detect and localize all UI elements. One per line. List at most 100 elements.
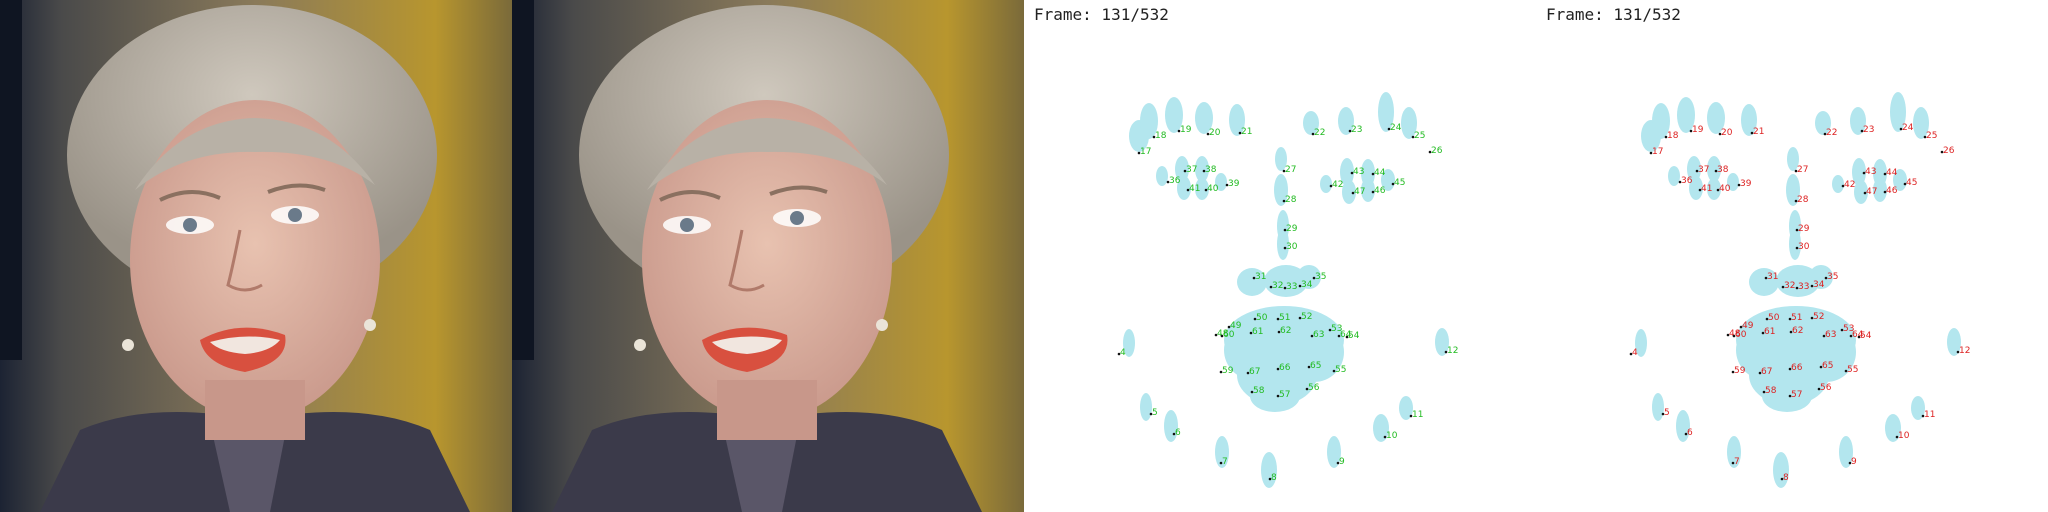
landmark-blob <box>1237 268 1267 296</box>
landmark-blob <box>1652 103 1670 139</box>
landmark-blob <box>1832 175 1844 193</box>
landmark-blob <box>1736 320 1796 380</box>
landmark-label: 51 <box>1791 313 1802 323</box>
landmark-point <box>1714 169 1718 173</box>
landmark-label: 17 <box>1652 147 1663 157</box>
landmark-point <box>1788 394 1792 398</box>
landmark-blob <box>1401 107 1417 139</box>
landmark-label: 46 <box>1886 186 1898 196</box>
landmark-blob <box>1175 156 1189 182</box>
landmark-point <box>1117 352 1121 356</box>
landmark-point <box>1219 370 1223 374</box>
landmark-label: 31 <box>1255 272 1266 282</box>
landmark-label: 48 <box>1729 329 1741 339</box>
landmark-label: 64 <box>1340 330 1352 340</box>
landmark-point <box>1731 370 1735 374</box>
landmark-blob <box>1893 169 1907 191</box>
landmark-blob <box>1727 173 1739 191</box>
landmark-blob <box>1749 268 1779 296</box>
landmark-point <box>1789 330 1793 334</box>
landmark-label: 67 <box>1249 367 1260 377</box>
landmark-blob <box>1873 178 1887 202</box>
landmark-blob <box>1261 452 1277 488</box>
landmark-point <box>1899 127 1903 131</box>
landmark-point <box>1795 286 1799 290</box>
face-photo-reconstructed <box>512 0 1024 512</box>
landmark-point <box>1137 151 1141 155</box>
landmark-point <box>1840 328 1844 332</box>
landmark-point <box>1298 316 1302 320</box>
landmark-point <box>1220 334 1224 338</box>
landmark-point <box>1149 412 1153 416</box>
landmark-blob <box>1913 107 1929 139</box>
landmark-label: 37 <box>1186 165 1197 175</box>
landmark-label: 47 <box>1354 187 1365 197</box>
landmark-point <box>1764 276 1768 280</box>
landmark-point <box>1895 435 1899 439</box>
landmark-blob <box>1787 147 1799 171</box>
landmark-blob <box>1687 156 1701 182</box>
landmark-point <box>1649 151 1653 155</box>
landmark-point <box>1678 180 1682 184</box>
landmark-blob <box>1140 393 1152 421</box>
landmark-point <box>1202 169 1206 173</box>
landmark-label: 66 <box>1279 363 1291 373</box>
landmark-label: 12 <box>1959 346 1970 356</box>
landmark-blob <box>1327 436 1341 468</box>
landmark-point <box>1276 367 1280 371</box>
landmark-label: 28 <box>1797 195 1809 205</box>
landmark-label: 60 <box>1735 330 1747 340</box>
landmark-blob <box>1789 228 1801 260</box>
landmark-point <box>1305 387 1309 391</box>
landmark-label: 43 <box>1865 167 1876 177</box>
landmark-point <box>1758 371 1762 375</box>
landmark-point <box>1684 432 1688 436</box>
landmark-label: 11 <box>1412 410 1423 420</box>
landmark-point <box>1718 132 1722 136</box>
landmark-label: 44 <box>1374 168 1386 178</box>
landmark-blob <box>1786 174 1800 206</box>
landmark-point <box>1311 132 1315 136</box>
landmark-label: 34 <box>1813 280 1825 290</box>
landmark-label: 24 <box>1390 123 1402 133</box>
landmark-blob <box>1195 178 1209 200</box>
landmark-blob <box>1852 158 1866 186</box>
landmark-point <box>1282 199 1286 203</box>
landmark-label: 38 <box>1205 165 1217 175</box>
landmark-blob <box>1224 320 1284 380</box>
frame-counter-label: Frame: 131/532 <box>1034 5 1169 24</box>
landmark-point <box>1849 334 1853 338</box>
landmark-point <box>1152 135 1156 139</box>
landmark-point <box>1689 129 1693 133</box>
landmark-point <box>1883 172 1887 176</box>
landmark-blob <box>1809 265 1833 289</box>
landmark-label: 56 <box>1820 383 1832 393</box>
landmark-blob <box>1373 414 1389 442</box>
landmark-point <box>1348 129 1352 133</box>
landmark-label: 42 <box>1844 180 1855 190</box>
landmark-point <box>1795 228 1799 232</box>
landmark-label: 26 <box>1943 146 1955 156</box>
landmark-label: 35 <box>1827 272 1838 282</box>
landmark-point <box>1250 390 1254 394</box>
landmark-label: 23 <box>1351 125 1362 135</box>
landmark-panel-green: Frame: 131/532 4 5 6 7 8 9 10 11 12 17 18 19 20 21 22 2… <box>1024 0 1536 512</box>
landmark-point <box>1225 183 1229 187</box>
face-photo-original <box>0 0 512 512</box>
landmark-label: 54 <box>1348 331 1360 341</box>
landmark-blob <box>1378 92 1394 132</box>
landmark-label: 53 <box>1331 324 1342 334</box>
landmark-point <box>1350 171 1354 175</box>
landmark-point <box>1762 390 1766 394</box>
landmark-point <box>1824 276 1828 280</box>
landmark-label: 6 <box>1175 428 1181 438</box>
landmark-label: 8 <box>1271 473 1277 483</box>
landmark-blob <box>1140 103 1158 139</box>
landmark-point <box>1860 129 1864 133</box>
landmark-label: 62 <box>1792 326 1803 336</box>
landmark-blob <box>1762 380 1812 412</box>
landmark-label: 45 <box>1906 178 1917 188</box>
landmark-blob <box>1156 166 1168 186</box>
landmark-point <box>1282 169 1286 173</box>
